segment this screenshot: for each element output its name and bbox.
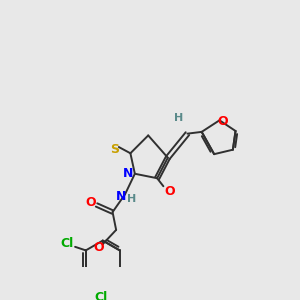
Text: S: S [110, 143, 119, 156]
Text: N: N [116, 190, 127, 202]
Text: O: O [218, 115, 228, 128]
Text: O: O [164, 185, 175, 198]
Text: N: N [122, 167, 133, 180]
Text: Cl: Cl [61, 237, 74, 250]
Text: H: H [174, 112, 183, 123]
Text: O: O [93, 241, 104, 254]
Text: Cl: Cl [94, 291, 108, 300]
Text: O: O [85, 196, 96, 209]
Text: H: H [127, 194, 136, 204]
